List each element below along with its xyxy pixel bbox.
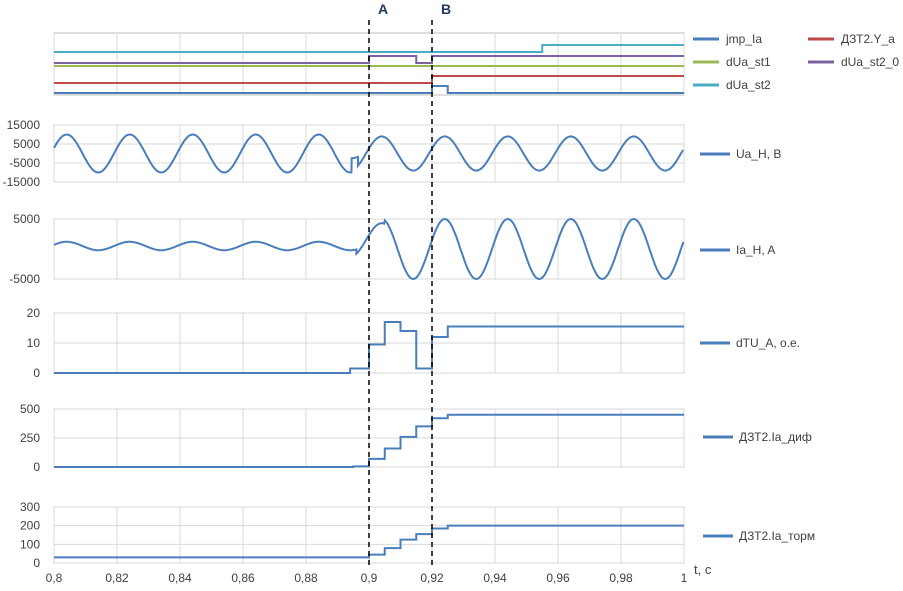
y-tick-label: 5000 [13,137,40,151]
series-line [54,413,684,468]
y-tick-label: 300 [20,500,40,514]
x-tick-label: 0,84 [168,571,192,585]
marker-label-A: A [378,1,388,17]
x-tick-label: 0,92 [420,571,444,585]
x-tick-label: 1 [681,571,688,585]
series-line-dUa_st2 [54,44,684,53]
legend-label: dUa_st1 [726,55,771,69]
x-tick-label: 0,8 [46,571,63,585]
series-line [54,524,684,559]
x-axis-label: t, с [694,562,712,577]
y-tick-label: -5000 [9,156,40,170]
series-line [53,133,684,174]
legend-label: ДЗТ2.Y_a [841,32,895,46]
legend-label: ДЗТ2.Ia_торм [739,529,815,543]
series-line-ДЗТ2.Y_a [54,75,684,84]
y-tick-label: 15000 [7,118,41,132]
y-tick-label: 0 [33,556,40,570]
y-tick-label: 5000 [13,212,40,226]
y-tick-label: 250 [20,431,40,445]
x-tick-label: 0,98 [609,571,633,585]
x-tick-label: 0,9 [361,571,378,585]
y-tick-label: 20 [27,306,41,320]
legend-label: dUa_st2_0 [841,55,899,69]
legend-label: jmp_Ia [725,32,762,46]
marker-label-B: B [441,1,451,17]
x-tick-label: 0,82 [105,571,129,585]
legend-label: Ua_H, В [736,147,781,161]
y-tick-label: 0 [33,366,40,380]
y-tick-label: 200 [20,519,40,533]
y-tick-label: 500 [20,402,40,416]
x-tick-label: 0,94 [483,571,507,585]
legend-label: dTU_A, о.е. [736,336,800,350]
y-tick-label: 100 [20,537,40,551]
legend-label: dUa_st2 [726,78,771,92]
y-tick-label: 0 [33,460,40,474]
legend-label: ДЗТ2.Ia_диф [739,430,812,444]
x-tick-label: 0,96 [546,571,570,585]
y-tick-label: 10 [27,336,41,350]
y-tick-label: -5000 [9,272,40,286]
x-tick-label: 0,86 [231,571,255,585]
legend-label: Ia_H, A [736,243,775,257]
x-tick-label: 0,88 [294,571,318,585]
series-line [54,321,684,374]
y-tick-label: -15000 [3,175,41,189]
